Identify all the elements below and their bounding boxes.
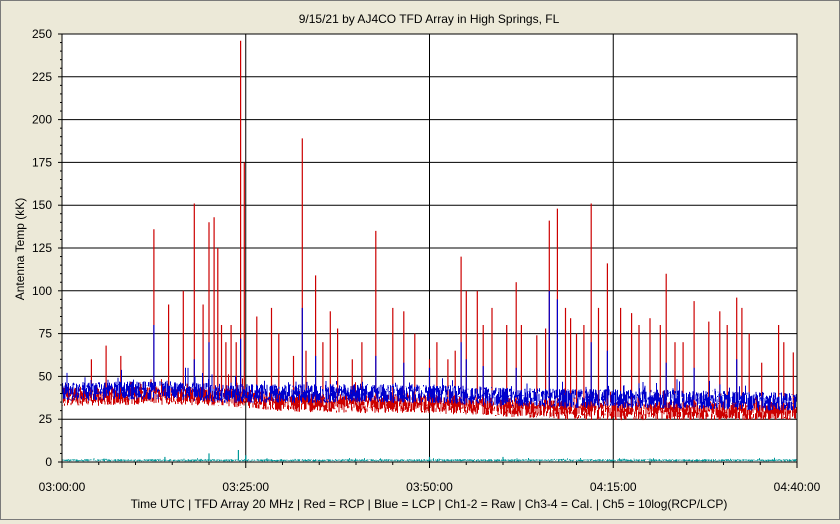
- y-tick-label: 75: [39, 327, 53, 341]
- x-tick-label: 04:40:00: [774, 480, 821, 494]
- y-tick-label: 175: [32, 155, 52, 169]
- x-tick-label: 04:15:00: [590, 480, 637, 494]
- grid-lines: [62, 34, 797, 462]
- y-tick-label: 0: [45, 455, 52, 469]
- chart-footer: Time UTC | TFD Array 20 MHz | Red = RCP …: [131, 497, 728, 511]
- y-tick-label: 50: [39, 369, 53, 383]
- chart-title: 9/15/21 by AJ4CO TFD Array in High Sprin…: [299, 12, 560, 26]
- y-tick-label: 25: [39, 412, 53, 426]
- y-tick-label: 200: [32, 113, 52, 127]
- y-axis-label: Antenna Temp (kK): [13, 198, 27, 301]
- x-tick-label: 03:50:00: [406, 480, 453, 494]
- x-axis-ticks: 03:00:00 03:25:00 03:50:00 04:15:00 04:40:00: [39, 462, 821, 494]
- y-tick-label: 125: [32, 241, 52, 255]
- y-axis-ticks: 0 25 50 75 100 125 150 175 200 225 250: [32, 27, 62, 469]
- y-tick-label: 100: [32, 284, 52, 298]
- y-tick-label: 150: [32, 198, 52, 212]
- x-tick-label: 03:00:00: [39, 480, 86, 494]
- series-layer: [61, 40, 798, 462]
- y-tick-label: 225: [32, 70, 52, 84]
- x-tick-label: 03:25:00: [222, 480, 269, 494]
- y-tick-label: 250: [32, 27, 52, 41]
